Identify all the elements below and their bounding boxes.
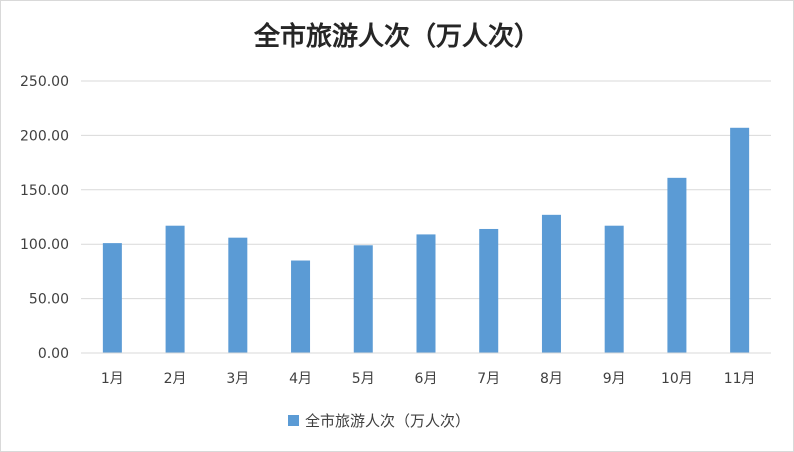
y-tick-label: 200.00: [20, 128, 69, 144]
x-tick-label: 4月: [289, 371, 312, 387]
x-tick-label: 7月: [477, 371, 500, 387]
bar: [604, 225, 624, 353]
y-tick-label: 150.00: [20, 183, 69, 199]
legend-swatch: [288, 415, 299, 426]
bar: [541, 214, 561, 353]
bar: [228, 237, 248, 353]
bar: [102, 243, 122, 353]
x-axis-tick-labels: 1月 2月 3月 4月 5月 6月 7月 8月 9月 10月 11月: [101, 371, 756, 387]
bar: [291, 260, 311, 353]
y-tick-label: 100.00: [20, 237, 69, 253]
x-tick-label: 10月: [661, 371, 693, 387]
x-tick-label: 6月: [415, 371, 438, 387]
bar: [730, 127, 750, 353]
legend: 全市旅游人次（万人次）: [288, 412, 470, 430]
y-axis-tick-labels: 0.00 50.00 100.00 150.00 200.00 250.00: [20, 74, 69, 362]
bar: [416, 234, 436, 353]
y-tick-label: 50.00: [29, 292, 69, 308]
x-tick-label: 1月: [101, 371, 124, 387]
x-tick-label: 8月: [540, 371, 563, 387]
bars: [102, 127, 750, 353]
x-tick-label: 9月: [603, 371, 626, 387]
bar: [667, 177, 687, 353]
bar: [479, 228, 499, 353]
chart-title: 全市旅游人次（万人次）: [253, 21, 540, 52]
bar: [165, 225, 185, 353]
gridlines: [81, 80, 771, 300]
bar: [353, 245, 373, 353]
x-tick-label: 2月: [164, 371, 187, 387]
x-tick-label: 3月: [226, 371, 249, 387]
x-tick-label: 5月: [352, 371, 375, 387]
x-tick-label: 11月: [724, 371, 756, 387]
y-tick-label: 0.00: [38, 346, 69, 362]
legend-label: 全市旅游人次（万人次）: [305, 412, 470, 430]
y-tick-label: 250.00: [20, 74, 69, 90]
